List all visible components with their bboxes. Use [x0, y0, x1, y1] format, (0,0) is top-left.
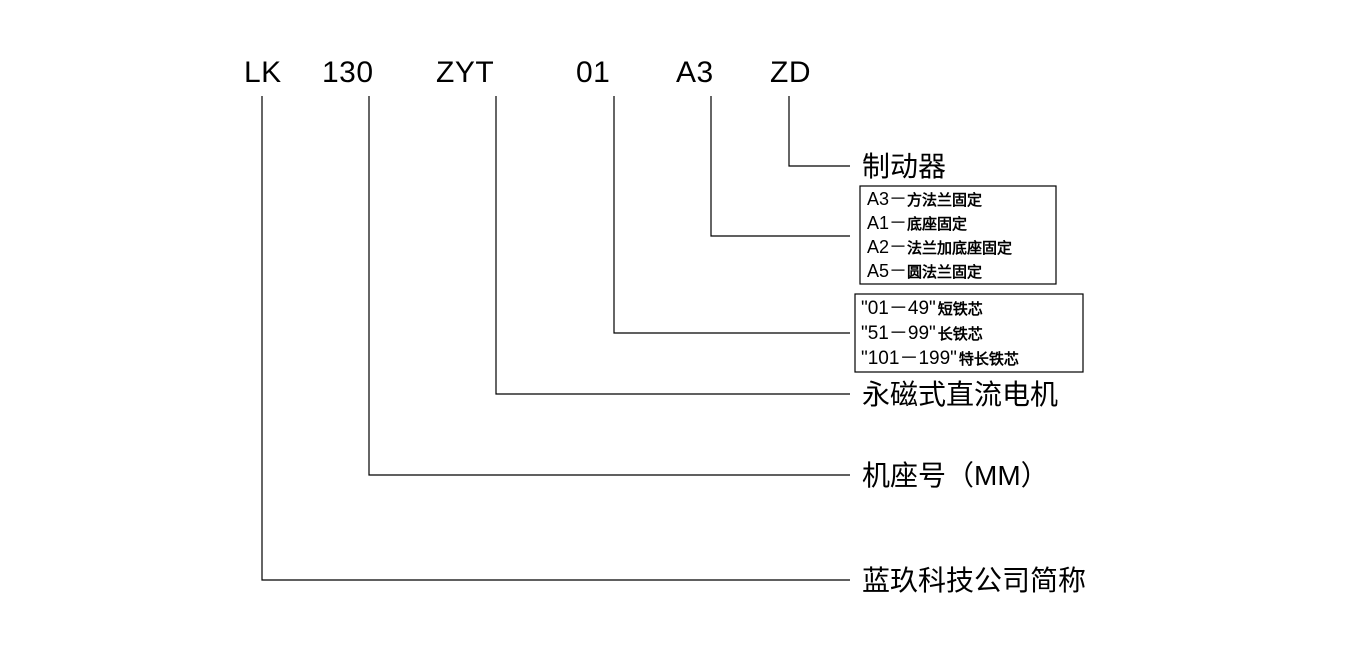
- box-a3-desc: 方法兰固定: [907, 191, 982, 209]
- code-zyt: ZYT: [436, 56, 494, 89]
- svg-text:A5－圆法兰固定: A5－圆法兰固定: [867, 261, 982, 281]
- box-a1-key: A1－: [867, 213, 907, 233]
- label-130-mm: （MM）: [946, 460, 1049, 491]
- label-zyt: 永磁式直流电机: [862, 379, 1058, 411]
- core-r3-desc: 特长铁芯: [959, 350, 1019, 368]
- box-a3-key: A3－: [867, 189, 907, 209]
- box-mounting-rows: A3－方法兰固定 A1－底座固定 A2－法兰加底座固定 A5－圆法兰固定: [867, 189, 1012, 281]
- code-130: 130: [322, 56, 374, 89]
- label-zd: 制动器: [862, 151, 946, 183]
- box-a5-desc: 圆法兰固定: [907, 263, 982, 281]
- svg-text:"51－99"长铁芯: "51－99"长铁芯: [861, 323, 983, 344]
- box-a2-desc: 法兰加底座固定: [907, 239, 1012, 257]
- svg-text:A2－法兰加底座固定: A2－法兰加底座固定: [867, 237, 1012, 257]
- core-r1-desc: 短铁芯: [938, 300, 983, 318]
- code-01: 01: [576, 56, 610, 89]
- box-a2-key: A2－: [867, 237, 907, 257]
- core-r1-key: "01－49": [861, 298, 936, 319]
- box-a1-desc: 底座固定: [907, 215, 967, 233]
- label-130: 机座号（MM）: [862, 460, 1049, 492]
- svg-text:A3－方法兰固定: A3－方法兰固定: [867, 189, 982, 209]
- svg-text:"101－199"特长铁芯: "101－199"特长铁芯: [861, 348, 1019, 369]
- code-a3: A3: [676, 56, 714, 89]
- core-r2-key: "51－99": [861, 323, 936, 344]
- model-number-diagram: LK 130 ZYT 01 A3 ZD 制动器 A3－方法兰固定 A1－底座固定…: [0, 0, 1357, 665]
- svg-text:A1－底座固定: A1－底座固定: [867, 213, 967, 233]
- label-lk: 蓝玖科技公司简称: [862, 565, 1086, 597]
- code-lk: LK: [244, 56, 282, 89]
- svg-text:"01－49"短铁芯: "01－49"短铁芯: [861, 298, 983, 319]
- box-core-rows: "01－49"短铁芯 "51－99"长铁芯 "101－199"特长铁芯: [861, 298, 1019, 369]
- code-zd: ZD: [770, 56, 811, 89]
- leader-zyt: [496, 96, 850, 394]
- leader-zd: [789, 96, 850, 166]
- leader-lk: [262, 96, 850, 580]
- label-130-text: 机座号: [862, 460, 946, 492]
- core-r2-desc: 长铁芯: [938, 325, 983, 343]
- leader-01: [614, 96, 850, 333]
- core-r3-key: "101－199": [861, 348, 957, 369]
- box-a5-key: A5－: [867, 261, 907, 281]
- leader-130: [369, 96, 850, 475]
